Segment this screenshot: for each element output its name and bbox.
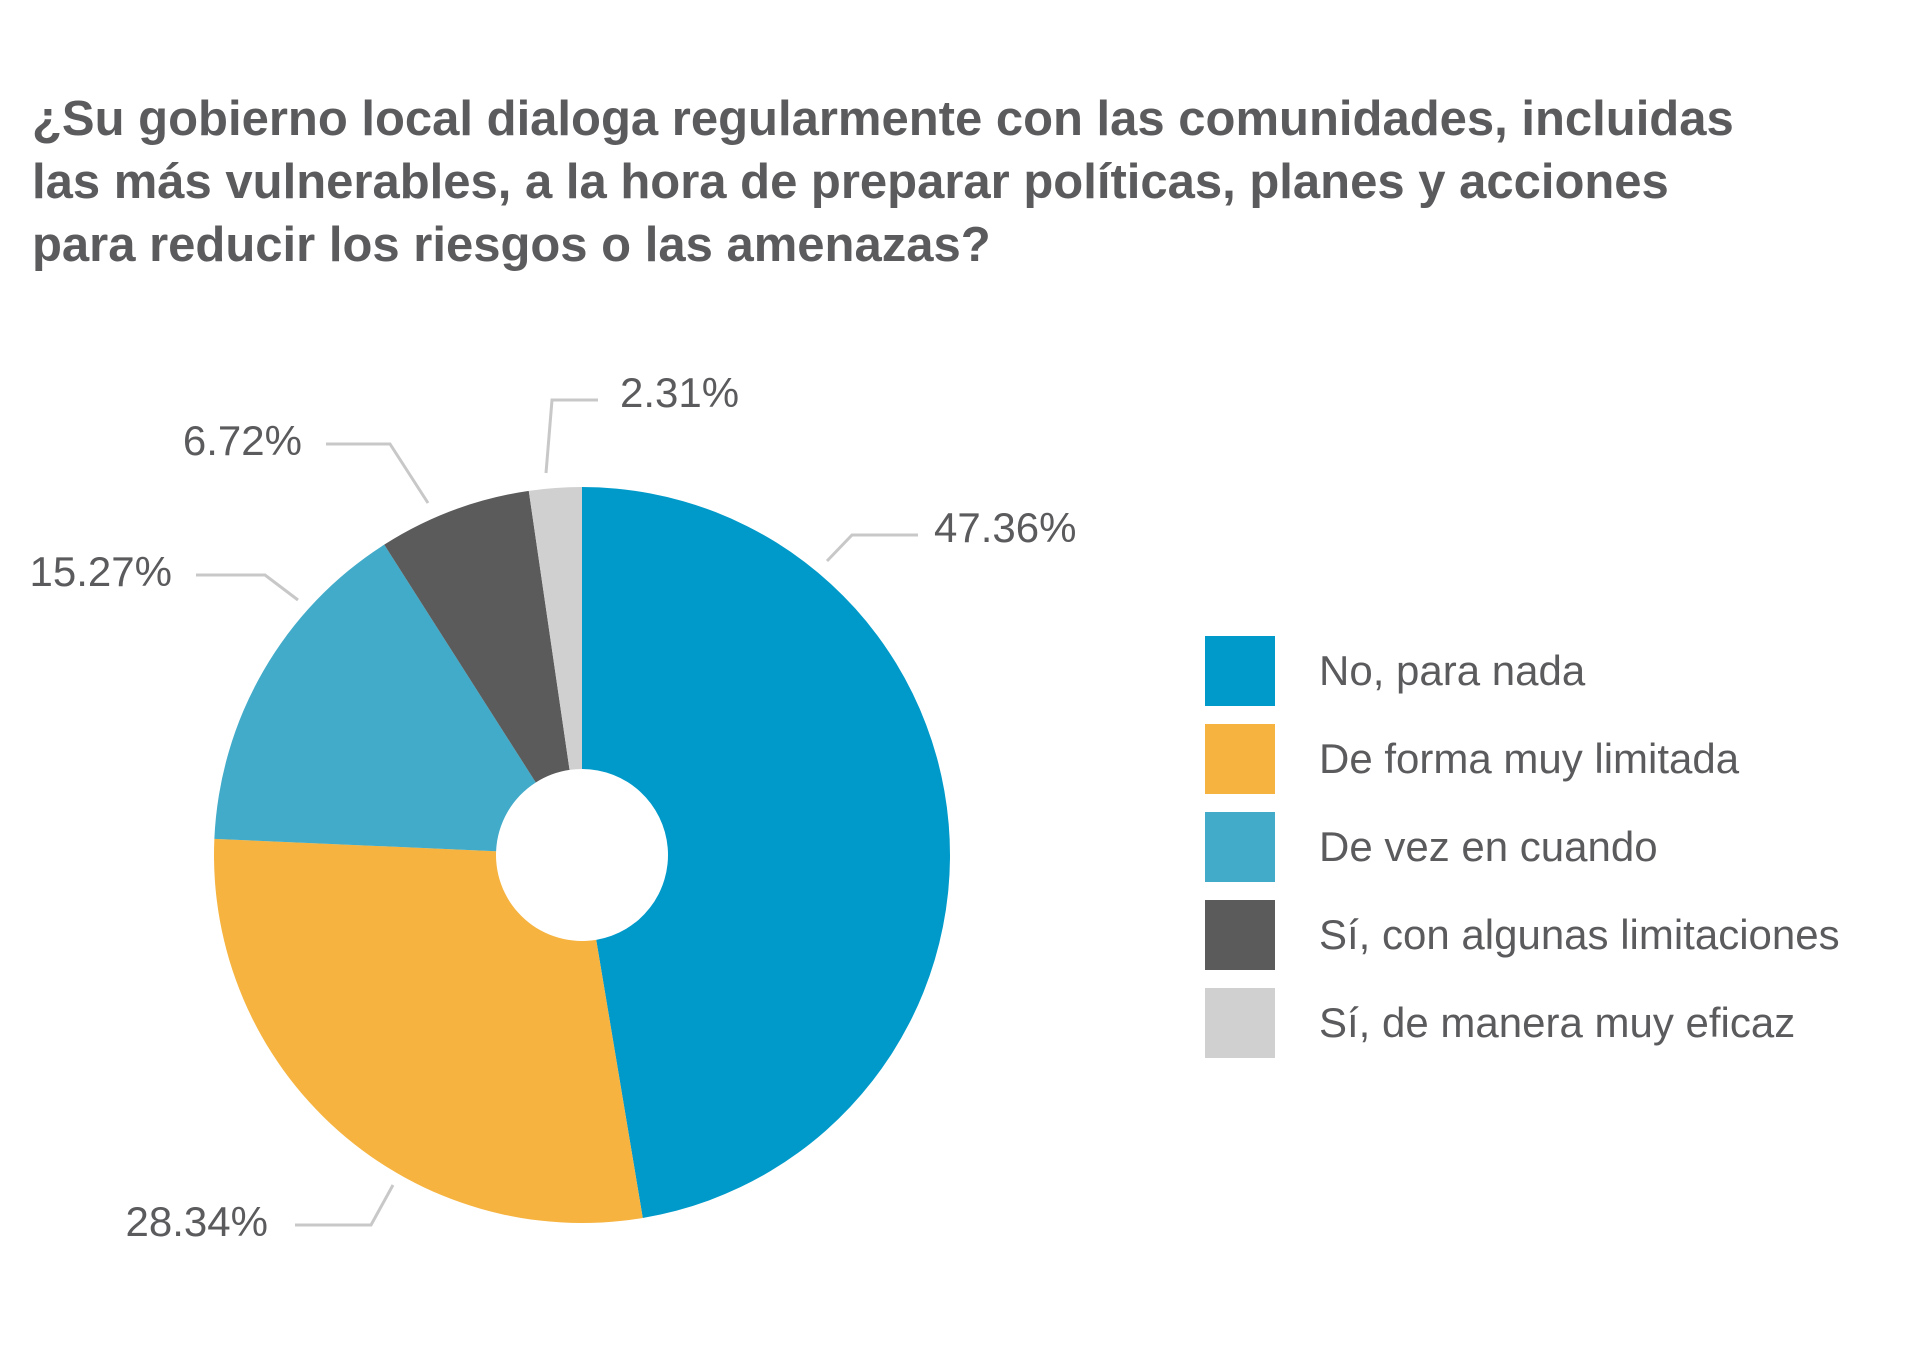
legend-swatch [1205,900,1275,970]
legend-swatch [1205,812,1275,882]
data-label: 6.72% [183,417,302,464]
leader-line [326,442,430,504]
leader-line [295,1184,395,1227]
legend-label: De vez en cuando [1319,823,1658,870]
legend-label: Sí, de manera muy eficaz [1319,999,1796,1046]
data-label: 28.34% [126,1198,268,1245]
pie-slice [582,487,951,1218]
chart-title: ¿Su gobierno local dialoga regularmente … [32,88,1892,277]
leader-line [196,573,299,602]
pie-slice [528,487,582,770]
data-label: 15.27% [30,548,172,595]
legend-label: No, para nada [1319,647,1586,694]
chart-title-line: las más vulnerables, a la hora de prepar… [32,155,1669,209]
chart-title-line: para reducir los riesgos o las amenazas? [32,218,991,272]
legend-swatch [1205,636,1275,706]
pie-slice [214,838,643,1223]
legend-swatch [1205,988,1275,1058]
legend-label: De forma muy limitada [1319,735,1740,782]
legend-label: Sí, con algunas limitaciones [1319,911,1840,958]
pie-slice [214,544,536,852]
legend-swatch [1205,724,1275,794]
data-label: 2.31% [620,369,739,416]
leader-line [825,533,918,563]
pie-slice [384,490,570,783]
leader-line [544,398,598,474]
data-label: 47.36% [934,504,1076,551]
chart-title-line: ¿Su gobierno local dialoga regularmente … [32,92,1734,146]
